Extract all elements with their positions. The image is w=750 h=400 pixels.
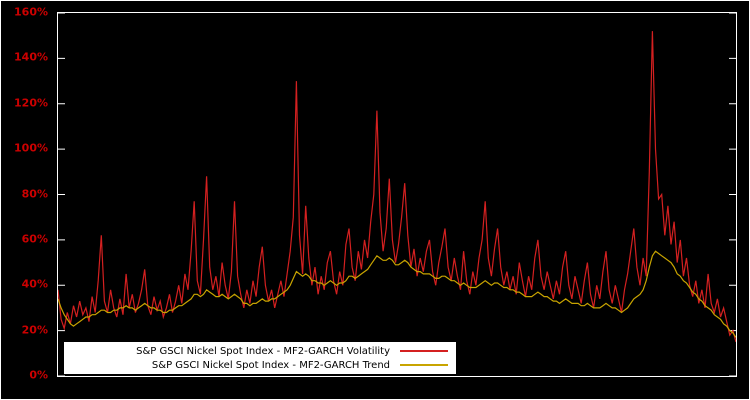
series-line-trend	[58, 250, 736, 338]
y-axis-tick-label: 100%	[14, 141, 48, 155]
series-line-volatility	[58, 31, 736, 343]
y-axis: 0% 20% 40% 60% 80% 100% 120% 140% 160%	[0, 6, 52, 382]
y-axis-tick-label: 20%	[21, 323, 48, 337]
plot-area	[57, 12, 737, 377]
y-axis-tick-label: 80%	[21, 187, 48, 200]
legend-line-sample-volatility	[400, 350, 448, 352]
chart-legend: S&P GSCI Nickel Spot Index - MF2-GARCH V…	[64, 342, 456, 374]
y-axis-tick-label: 120%	[14, 96, 48, 110]
y-axis-tick-label: 0%	[29, 368, 48, 382]
y-axis-tick-label: 140%	[14, 50, 48, 64]
legend-row-volatility: S&P GSCI Nickel Spot Index - MF2-GARCH V…	[68, 344, 448, 358]
legend-label-trend: S&P GSCI Nickel Spot Index - MF2-GARCH T…	[151, 359, 390, 371]
legend-label-volatility: S&P GSCI Nickel Spot Index - MF2-GARCH V…	[136, 345, 390, 357]
y-axis-tick-label: 40%	[21, 277, 48, 291]
chart-canvas	[58, 13, 736, 376]
y-axis-tick-label: 60%	[21, 232, 48, 246]
legend-row-trend: S&P GSCI Nickel Spot Index - MF2-GARCH T…	[68, 358, 448, 372]
y-axis-tick-label: 160%	[14, 5, 48, 19]
legend-line-sample-trend	[400, 364, 448, 366]
